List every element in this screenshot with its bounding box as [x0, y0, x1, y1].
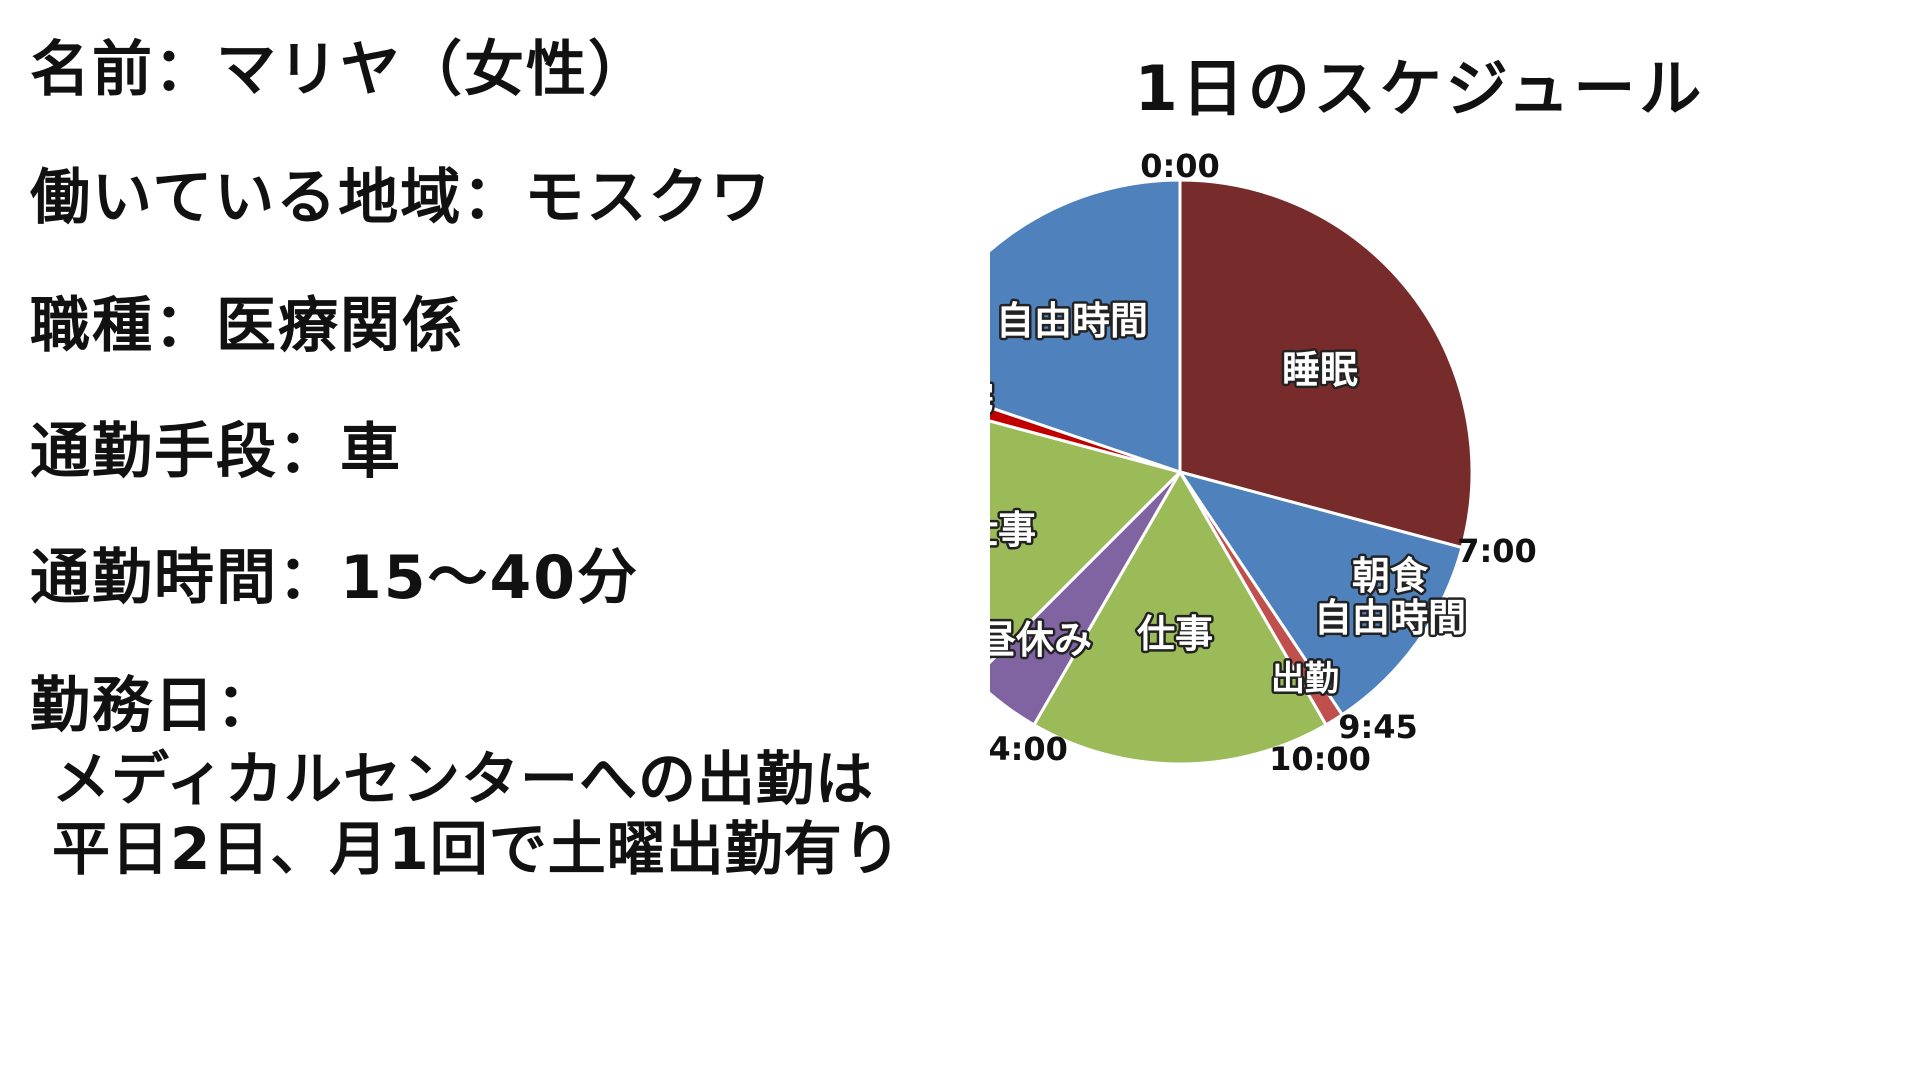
profile-workdays-note-1: メディカルセンターへの出勤は	[52, 745, 874, 813]
slice-label-3: 仕事	[1137, 612, 1213, 656]
slice-label-6: 帰宅	[990, 379, 994, 419]
pie-slice-3	[1031, 469, 1329, 766]
time-label-0: 0:00	[1140, 147, 1220, 185]
slice-label-5: 仕事	[990, 508, 1036, 552]
pie-slice-5	[990, 419, 1183, 665]
pie-slice-4	[990, 470, 1182, 727]
slice-label-2: 出勤	[1271, 659, 1339, 699]
profile-commute-time: 通勤時間：15～40分	[30, 543, 639, 613]
profile-name: 名前：マリヤ（女性）	[30, 35, 650, 105]
time-label-4: 14:00	[990, 730, 1068, 768]
profile-workdays-note-2: 平日2日、月1回で土曜出勤有り	[52, 815, 902, 883]
time-label-1: 7:00	[1457, 532, 1537, 570]
slice-label-7: 自由時間	[996, 299, 1148, 343]
profile-workdays-label: 勤務日：	[30, 671, 278, 741]
slice-label-0: 睡眠	[1282, 348, 1358, 392]
time-label-3: 10:00	[1269, 740, 1371, 778]
profile-commute-method: 通勤手段：車	[30, 417, 402, 487]
slice-label-4: 昼休み	[990, 618, 1092, 662]
pie-slice-0	[1178, 178, 1474, 550]
pie-slice-1	[1176, 469, 1464, 717]
slice-label-1-line-0: 朝食	[1352, 554, 1429, 598]
chart-title: 1日のスケジュール	[1134, 52, 1706, 125]
pie-slice-7	[990, 178, 1182, 475]
schedule-pie-chart: 睡眠朝食自由時間出勤仕事昼休み仕事帰宅自由時間0:007:009:4510:00…	[990, 147, 1537, 778]
slice-label-1-line-1: 自由時間	[1314, 596, 1466, 640]
profile-region: 働いている地域：モスクワ	[30, 163, 773, 233]
profile-panel: 名前：マリヤ（女性） 働いている地域：モスクワ 職種：医療関係 通勤手段：車 通…	[30, 35, 902, 883]
time-label-2: 9:45	[1338, 708, 1418, 746]
profile-occupation: 職種：医療関係	[30, 291, 464, 361]
